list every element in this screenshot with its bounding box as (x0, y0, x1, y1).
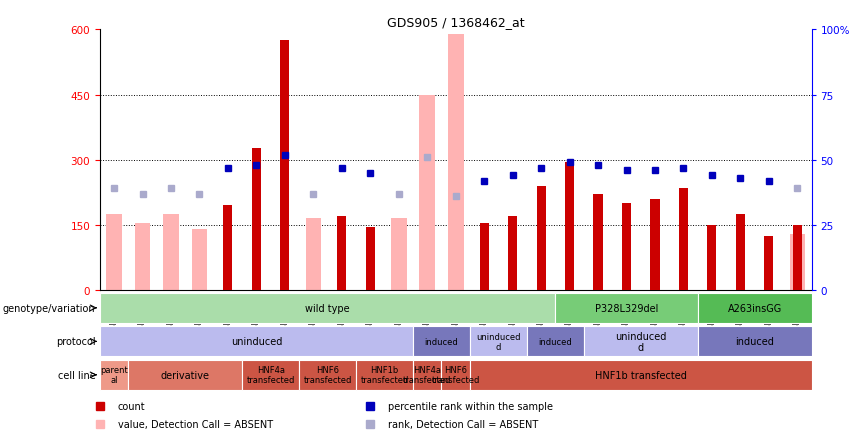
Bar (356, 360, 413, 390)
Bar (650, 199, 660, 290)
Text: HNF6
transfected: HNF6 transfected (304, 366, 352, 384)
Bar (448, 35, 464, 290)
Bar (163, 214, 179, 290)
Text: value, Detection Call = ABSENT: value, Detection Call = ABSENT (118, 419, 273, 429)
Bar (128, 360, 242, 390)
Bar (413, 326, 470, 357)
Bar (299, 360, 356, 390)
Text: percentile rank within the sample: percentile rank within the sample (388, 401, 553, 411)
Bar (765, 236, 773, 290)
Text: parent
al: parent al (100, 366, 128, 384)
Bar (508, 217, 517, 290)
Bar (792, 225, 802, 290)
Bar (223, 206, 233, 290)
Bar (338, 217, 346, 290)
Text: induced: induced (735, 337, 774, 346)
Bar (100, 293, 556, 323)
Bar (252, 148, 261, 290)
Text: A263insGG: A263insGG (727, 303, 782, 313)
Text: induced: induced (424, 337, 458, 346)
Text: rank, Detection Call = ABSENT: rank, Detection Call = ABSENT (388, 419, 538, 429)
Bar (135, 223, 150, 290)
Bar (698, 293, 812, 323)
Bar (536, 186, 546, 290)
Bar (413, 360, 442, 390)
Text: cell line: cell line (58, 370, 95, 380)
Bar (594, 195, 602, 290)
Bar (698, 326, 812, 357)
Text: HNF1b transfected: HNF1b transfected (595, 370, 687, 380)
Text: uninduced
d: uninduced d (615, 331, 667, 352)
Bar (584, 326, 698, 357)
Bar (419, 95, 435, 290)
Text: count: count (118, 401, 145, 411)
Bar (280, 41, 289, 290)
Text: derivative: derivative (161, 370, 210, 380)
Bar (679, 188, 688, 290)
Text: wild type: wild type (306, 303, 350, 313)
Text: HNF4a
transfected: HNF4a transfected (247, 366, 295, 384)
Bar (391, 219, 406, 290)
Bar (100, 360, 128, 390)
Title: GDS905 / 1368462_at: GDS905 / 1368462_at (387, 16, 524, 29)
Bar (442, 360, 470, 390)
Bar (470, 326, 527, 357)
Text: genotype/variation: genotype/variation (3, 303, 95, 313)
Text: HNF1b
transfected: HNF1b transfected (360, 366, 409, 384)
Bar (790, 234, 806, 290)
Text: uninduced
d: uninduced d (477, 332, 521, 351)
Bar (242, 360, 299, 390)
Bar (470, 360, 812, 390)
Bar (527, 326, 584, 357)
Text: induced: induced (538, 337, 572, 346)
Bar (622, 204, 631, 290)
Bar (192, 230, 207, 290)
Text: HNF4a
transfected: HNF4a transfected (403, 366, 451, 384)
Text: uninduced: uninduced (231, 337, 282, 346)
Text: P328L329del: P328L329del (595, 303, 658, 313)
Bar (480, 223, 489, 290)
Bar (707, 225, 716, 290)
Bar (306, 219, 321, 290)
Text: HNF6
transfected: HNF6 transfected (431, 366, 480, 384)
Bar (736, 214, 745, 290)
Bar (556, 293, 698, 323)
Bar (106, 214, 122, 290)
Bar (100, 326, 413, 357)
Bar (565, 162, 574, 290)
Text: protocol: protocol (56, 337, 95, 346)
Bar (365, 227, 375, 290)
